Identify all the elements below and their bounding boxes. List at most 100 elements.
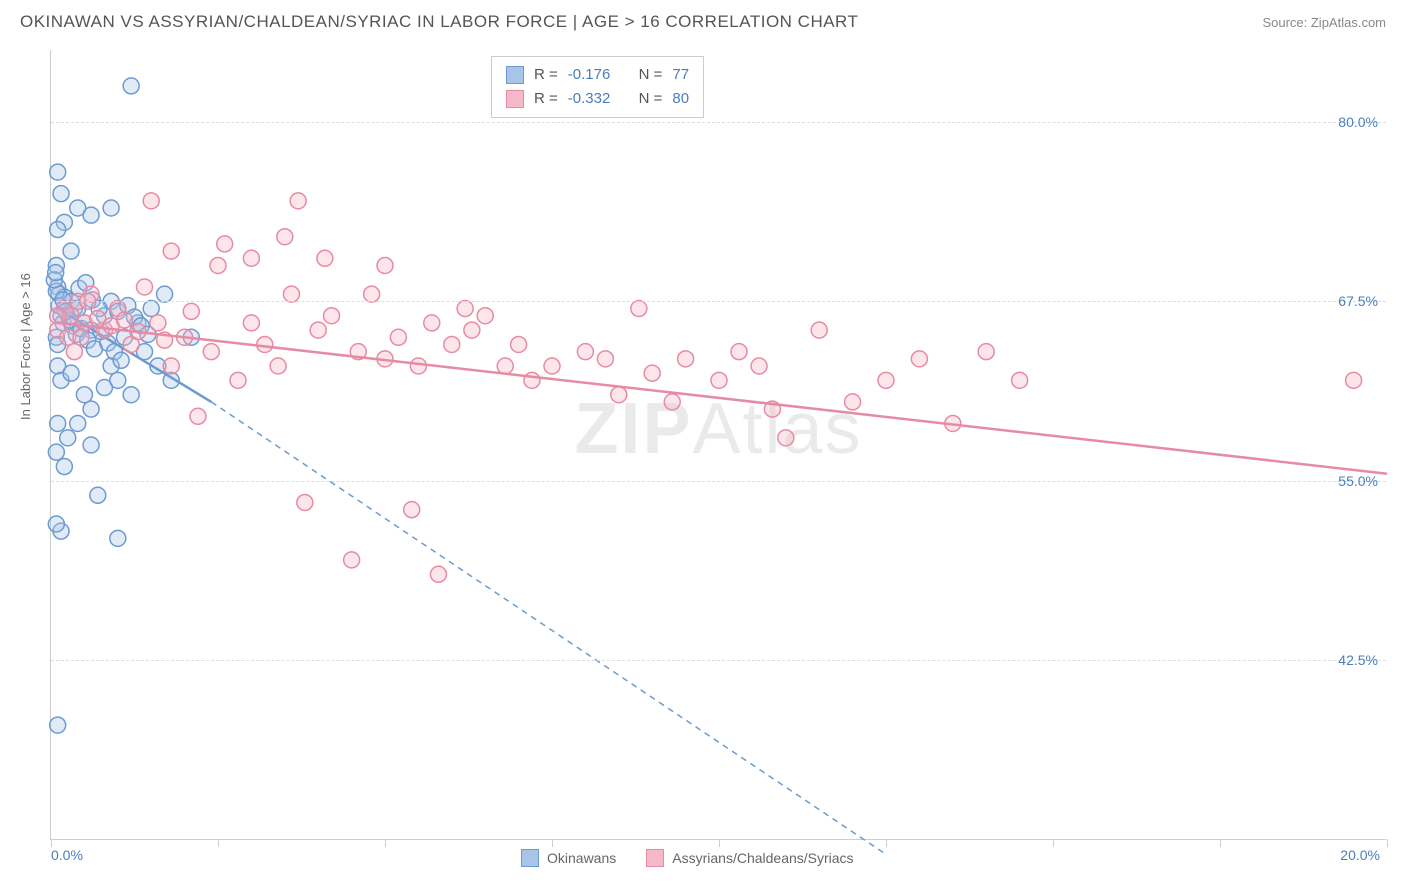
legend-label-2: Assyrians/Chaldeans/Syriacs <box>672 850 853 866</box>
data-point <box>190 408 206 424</box>
data-point <box>243 315 259 331</box>
data-point <box>424 315 440 331</box>
data-point <box>978 344 994 360</box>
plot-area: ZIPAtlas R = -0.176 N = 77 R = -0.332 N … <box>50 50 1386 840</box>
data-point <box>116 312 132 328</box>
legend-swatch-1 <box>521 849 539 867</box>
data-point <box>123 78 139 94</box>
data-point <box>310 322 326 338</box>
legend-item-2: Assyrians/Chaldeans/Syriacs <box>646 849 853 867</box>
data-point <box>464 322 480 338</box>
swatch-series-2 <box>506 90 524 108</box>
data-point <box>63 365 79 381</box>
data-point <box>731 344 747 360</box>
data-point <box>497 358 513 374</box>
data-point <box>257 336 273 352</box>
y-axis-label: In Labor Force | Age > 16 <box>18 273 33 420</box>
regression-extension <box>211 402 886 854</box>
stat-R-label-2: R = <box>534 87 558 111</box>
chart-svg <box>51 50 1386 839</box>
data-point <box>230 372 246 388</box>
data-point <box>48 516 64 532</box>
x-tick <box>1220 839 1221 847</box>
data-point <box>217 236 233 252</box>
data-point <box>511 336 527 352</box>
data-point <box>183 303 199 319</box>
data-point <box>83 207 99 223</box>
x-tick <box>1387 839 1388 847</box>
x-tick <box>886 839 887 847</box>
data-point <box>110 530 126 546</box>
chart-header: OKINAWAN VS ASSYRIAN/CHALDEAN/SYRIAC IN … <box>0 0 1406 40</box>
data-point <box>76 387 92 403</box>
stat-R-value-1: -0.176 <box>568 63 611 87</box>
data-point <box>90 487 106 503</box>
data-point <box>524 372 540 388</box>
y-tick-label: 55.0% <box>1338 473 1378 489</box>
data-point <box>878 372 894 388</box>
data-point <box>377 257 393 273</box>
data-point <box>457 301 473 317</box>
data-point <box>678 351 694 367</box>
bottom-legend: Okinawans Assyrians/Chaldeans/Syriacs <box>521 849 854 867</box>
data-point <box>203 344 219 360</box>
gridline-h <box>51 301 1386 302</box>
data-point <box>577 344 593 360</box>
data-point <box>597 351 613 367</box>
data-point <box>163 358 179 374</box>
data-point <box>477 308 493 324</box>
x-tick <box>51 839 52 847</box>
data-point <box>444 336 460 352</box>
data-point <box>50 308 66 324</box>
data-point <box>611 387 627 403</box>
data-point <box>631 301 647 317</box>
x-tick <box>385 839 386 847</box>
source-label: Source: ZipAtlas.com <box>1262 15 1386 30</box>
data-point <box>210 257 226 273</box>
x-label-left: 0.0% <box>51 847 83 863</box>
data-point <box>50 717 66 733</box>
data-point <box>290 193 306 209</box>
x-tick <box>218 839 219 847</box>
data-point <box>664 394 680 410</box>
data-point <box>70 415 86 431</box>
chart-title: OKINAWAN VS ASSYRIAN/CHALDEAN/SYRIAC IN … <box>20 12 858 32</box>
stats-row-2: R = -0.332 N = 80 <box>506 87 689 111</box>
legend-item-1: Okinawans <box>521 849 616 867</box>
data-point <box>324 308 340 324</box>
data-point <box>53 186 69 202</box>
data-point <box>243 250 259 266</box>
stat-R-value-2: -0.332 <box>568 87 611 111</box>
data-point <box>123 387 139 403</box>
x-tick <box>1053 839 1054 847</box>
data-point <box>711 372 727 388</box>
data-point <box>50 164 66 180</box>
data-point <box>364 286 380 302</box>
data-point <box>83 437 99 453</box>
data-point <box>50 222 66 238</box>
data-point <box>137 279 153 295</box>
regression-line <box>58 323 1387 474</box>
data-point <box>270 358 286 374</box>
data-point <box>410 358 426 374</box>
y-tick-label: 42.5% <box>1338 652 1378 668</box>
data-point <box>143 193 159 209</box>
stats-row-1: R = -0.176 N = 77 <box>506 63 689 87</box>
gridline-h <box>51 122 1386 123</box>
data-point <box>778 430 794 446</box>
data-point <box>430 566 446 582</box>
x-tick <box>552 839 553 847</box>
y-tick-label: 67.5% <box>1338 293 1378 309</box>
data-point <box>277 229 293 245</box>
legend-label-1: Okinawans <box>547 850 616 866</box>
data-point <box>317 250 333 266</box>
legend-swatch-2 <box>646 849 664 867</box>
data-point <box>1012 372 1028 388</box>
data-point <box>297 494 313 510</box>
y-tick-label: 80.0% <box>1338 114 1378 130</box>
data-point <box>66 344 82 360</box>
data-point <box>73 329 89 345</box>
data-point <box>48 265 64 281</box>
data-point <box>63 243 79 259</box>
data-point <box>157 286 173 302</box>
